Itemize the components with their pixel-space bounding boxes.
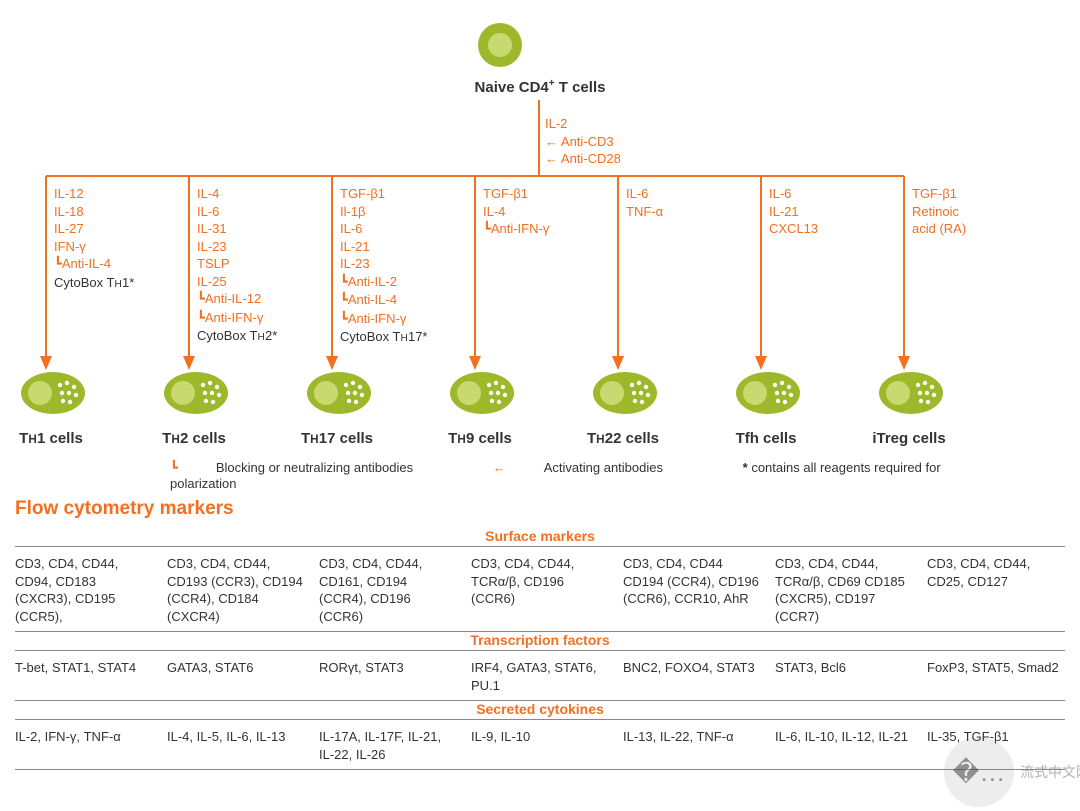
signal-line: TNF-α xyxy=(626,203,776,221)
signal-line: CXCL13 xyxy=(769,220,919,238)
signal-line: IL-21 xyxy=(769,203,919,221)
effector-cell-Th1 xyxy=(18,370,88,416)
table-cell: IL-17A, IL-17F, IL-21, IL-22, IL-26 xyxy=(319,728,457,763)
signal-line: TGF-β1 xyxy=(340,185,490,203)
table-cell: CD3, CD4, CD44 CD194 (CCR4), CD196 (CCR6… xyxy=(623,555,761,625)
table-row: IL-2, IFN-γ, TNF-α IL-4, IL-5, IL-6, IL-1… xyxy=(15,724,1065,770)
effector-cell-Tfh xyxy=(733,370,803,416)
section-title: Flow cytometry markers xyxy=(15,498,234,520)
legend-blocking: Blocking or neutralizing antibodies xyxy=(170,460,451,475)
table-subheader: Secreted cytokines xyxy=(15,701,1065,720)
effector-label-Th9: TH9 cells xyxy=(420,430,540,447)
signal-line: IL-4 xyxy=(197,185,347,203)
signal-line: IL-31 xyxy=(197,220,347,238)
branch-area: IL-12IL-18IL-27IFN-γAnti-IL-4CytoBox TH1… xyxy=(0,185,1080,345)
table-subheader: Transcription factors xyxy=(15,632,1065,651)
effector-cell-Th2 xyxy=(161,370,231,416)
table-row: CD3, CD4, CD44, CD94, CD183 (CXCR3), CD1… xyxy=(15,551,1065,632)
naive-cell-label: Naive CD4+ T cells xyxy=(0,78,1080,96)
table-cell: CD3, CD4, CD44, TCRα/β, CD196 (CCR6) xyxy=(471,555,609,625)
effector-label-Th1: TH1 cells xyxy=(0,430,111,447)
signal-line: IL-27 xyxy=(54,220,204,238)
signal-line: Anti-IL-2 xyxy=(340,273,490,292)
table-subheader: Surface markers xyxy=(15,528,1065,547)
table-cell: IL-13, IL-22, TNF-α xyxy=(623,728,761,763)
watermark: �… 流式中文网 xyxy=(944,737,1080,807)
effector-cells-row xyxy=(0,370,1080,430)
effector-label-Th22: TH22 cells xyxy=(563,430,683,447)
signal-line: Il-1β xyxy=(340,203,490,221)
signal-line: TSLP xyxy=(197,255,347,273)
branch-Th17: TGF-β1Il-1βIL-6IL-21IL-23Anti-IL-2Anti-I… xyxy=(340,185,490,346)
signal-line: IL-6 xyxy=(197,203,347,221)
signal-line: TGF-β1 xyxy=(912,185,1062,203)
table-cell: RORγt, STAT3 xyxy=(319,659,457,694)
signal-line: IL-23 xyxy=(197,238,347,256)
table-cell: GATA3, STAT6 xyxy=(167,659,305,694)
watermark-text: 流式中文网 xyxy=(1020,762,1080,782)
signal-line: CytoBox TH2* xyxy=(197,327,347,345)
stem-signal: IL-2 xyxy=(545,115,621,133)
table-cell: CD3, CD4, CD44, TCRα/β, CD69 CD185 (CXCR… xyxy=(775,555,913,625)
signal-line: IL-6 xyxy=(340,220,490,238)
effector-cell-iTreg xyxy=(876,370,946,416)
branch-Tfh: IL-6IL-21CXCL13 xyxy=(769,185,919,238)
stem-signal: ← Anti-CD28 xyxy=(545,150,621,168)
signal-line: IL-23 xyxy=(340,255,490,273)
signal-line: CytoBox TH17* xyxy=(340,328,490,346)
wechat-icon: �… xyxy=(944,737,1014,807)
table-cell: CD3, CD4, CD44, CD25, CD127 xyxy=(927,555,1065,625)
effector-cell-Th17 xyxy=(304,370,374,416)
table-row: T-bet, STAT1, STAT4 GATA3, STAT6 RORγt, ST… xyxy=(15,655,1065,701)
signal-line: IL-12 xyxy=(54,185,204,203)
table-cell: IL-2, IFN-γ, TNF-α xyxy=(15,728,153,763)
branch-iTreg: TGF-β1Retinoicacid (RA) xyxy=(912,185,1062,238)
branch-Th1: IL-12IL-18IL-27IFN-γAnti-IL-4CytoBox TH1… xyxy=(54,185,204,291)
signal-line: IL-21 xyxy=(340,238,490,256)
stem-signal-list: IL-2← Anti-CD3← Anti-CD28 xyxy=(545,115,621,168)
effector-cell-Th22 xyxy=(590,370,660,416)
effector-cell-Th9 xyxy=(447,370,517,416)
branch-Th22: IL-6TNF-α xyxy=(626,185,776,220)
signal-line: acid (RA) xyxy=(912,220,1062,238)
branch-Th2: IL-4IL-6IL-31IL-23TSLPIL-25Anti-IL-12Ant… xyxy=(197,185,347,345)
signal-line: IL-25 xyxy=(197,273,347,291)
diagram-canvas: { "colors": { "accent": "#f36f21", "cell… xyxy=(0,0,1080,811)
table-cell: T-bet, STAT1, STAT4 xyxy=(15,659,153,694)
signal-line: IL-18 xyxy=(54,203,204,221)
signal-line: TGF-β1 xyxy=(483,185,633,203)
signal-line: IFN-γ xyxy=(54,238,204,256)
table-cell: IRF4, GATA3, STAT6, PU.1 xyxy=(471,659,609,694)
effector-label-Tfh: Tfh cells xyxy=(706,430,826,447)
legend-activating: Activating antibodies xyxy=(493,460,701,475)
effector-label-Th17: TH17 cells xyxy=(277,430,397,447)
signal-line: Retinoic xyxy=(912,203,1062,221)
table-cell: IL-9, IL-10 xyxy=(471,728,609,763)
signal-line: IL-6 xyxy=(769,185,919,203)
table-cell: CD3, CD4, CD44, CD94, CD183 (CXCR3), CD1… xyxy=(15,555,153,625)
markers-table: Surface markers CD3, CD4, CD44, CD94, CD1… xyxy=(15,528,1065,770)
signal-line: IL-4 xyxy=(483,203,633,221)
signal-line: Anti-IL-4 xyxy=(340,291,490,310)
table-cell: IL-6, IL-10, IL-12, IL-21 xyxy=(775,728,913,763)
table-cell: CD3, CD4, CD44, CD193 (CCR3), CD194 (CCR… xyxy=(167,555,305,625)
effector-label-iTreg: iTreg cells xyxy=(849,430,969,447)
signal-line: IL-6 xyxy=(626,185,776,203)
naive-cell-icon xyxy=(475,20,525,70)
signal-line: Anti-IFN-γ xyxy=(197,309,347,328)
signal-line: Anti-IFN-γ xyxy=(340,310,490,329)
table-cell: BNC2, FOXO4, STAT3 xyxy=(623,659,761,694)
signal-line: Anti-IL-4 xyxy=(54,255,204,274)
signal-line: Anti-IFN-γ xyxy=(483,220,633,239)
table-cell: IL-4, IL-5, IL-6, IL-13 xyxy=(167,728,305,763)
table-cell: STAT3, Bcl6 xyxy=(775,659,913,694)
stem-signal: ← Anti-CD3 xyxy=(545,133,621,151)
table-cell: FoxP3, STAT5, Smad2 xyxy=(927,659,1065,694)
branch-Th9: TGF-β1IL-4Anti-IFN-γ xyxy=(483,185,633,239)
legend: Blocking or neutralizing antibodies Acti… xyxy=(170,460,1050,491)
signal-line: Anti-IL-12 xyxy=(197,290,347,309)
signal-line: CytoBox TH1* xyxy=(54,274,204,292)
effector-label-Th2: TH2 cells xyxy=(134,430,254,447)
table-cell: CD3, CD4, CD44, CD161, CD194 (CCR4), CD1… xyxy=(319,555,457,625)
